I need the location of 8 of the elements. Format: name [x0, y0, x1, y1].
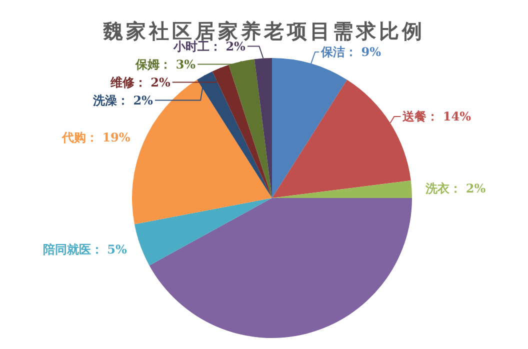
slice-label: 洗澡： 2% — [92, 93, 154, 108]
slice-label: 保姆： 3% — [134, 57, 196, 72]
slice-label: 保洁： 9% — [320, 45, 382, 60]
slice-label: 洗衣： 2% — [424, 181, 486, 196]
slice-label: 送餐： 14% — [402, 110, 472, 124]
slice-label: 维修： 2% — [109, 75, 171, 90]
slice-label: 陪同就医： 5% — [42, 242, 128, 256]
slice-label: 代购： 19% — [61, 130, 131, 145]
